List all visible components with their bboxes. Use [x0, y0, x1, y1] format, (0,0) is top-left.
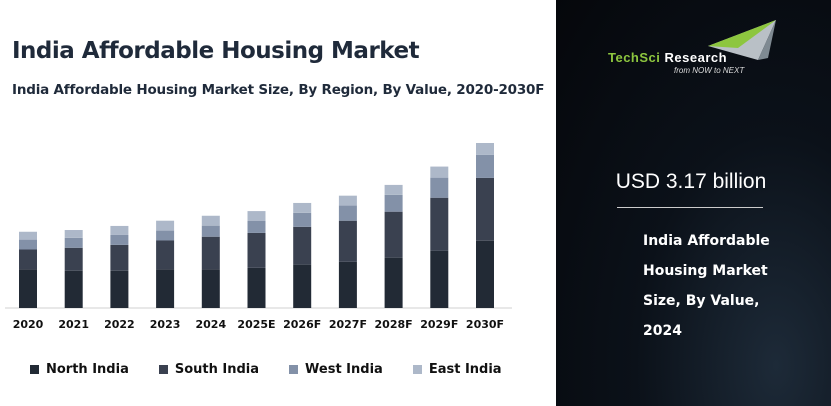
legend-label: North India [46, 362, 129, 377]
legend-swatch [412, 365, 422, 374]
bar-south-india-2022 [110, 244, 129, 271]
bar-east-india-2029F [430, 166, 449, 178]
bar-south-india-2023 [156, 240, 175, 270]
chart-subtitle: India Affordable Housing Market Size, By… [12, 82, 545, 98]
bar-east-india-2021 [64, 230, 83, 238]
x-tick-label: 2026F [283, 318, 321, 331]
bar-south-india-2020 [19, 249, 37, 270]
legend-label: East India [428, 362, 502, 377]
divider [617, 207, 763, 208]
logo-tagline: from NOW to NEXT [674, 66, 745, 75]
bar-west-india-2024 [201, 225, 220, 237]
bar-south-india-2028F [384, 211, 403, 258]
bar-south-india-2026F [293, 226, 312, 265]
bar-south-india-2030F [476, 177, 494, 241]
bar-south-india-2027F [338, 220, 357, 262]
legend-label: South India [174, 362, 260, 377]
bar-west-india-2023 [156, 230, 175, 241]
x-tick-label: 2021 [58, 318, 89, 331]
x-tick-label: 2027F [329, 318, 367, 331]
x-tick-label: 2025E [237, 318, 275, 331]
legend-item: West India [289, 362, 383, 377]
bar-west-india-2030F [476, 154, 494, 178]
legend-label: West India [305, 362, 383, 377]
bar-north-india-2020 [19, 269, 37, 308]
techsci-logo-icon [708, 20, 776, 60]
bar-west-india-2021 [64, 237, 83, 248]
bar-east-india-2020 [19, 231, 37, 240]
bar-east-india-2024 [201, 215, 220, 226]
legend-swatch [289, 365, 299, 374]
bar-west-india-2022 [110, 234, 129, 245]
legend-swatch [30, 365, 39, 374]
bar-west-india-2020 [19, 239, 37, 250]
market-value: USD 3.17 billion [615, 170, 767, 193]
info-panel: TechSci Research from NOW to NEXT USD 3.… [556, 0, 831, 406]
x-tick-label: 2029F [420, 318, 458, 331]
x-tick-label: 2028F [375, 318, 413, 331]
bar-south-india-2029F [430, 197, 449, 251]
legend-item: North India [30, 362, 129, 377]
bar-north-india-2022 [110, 270, 129, 308]
bar-east-india-2028F [384, 184, 403, 195]
bar-east-india-2027F [338, 195, 357, 206]
bar-east-india-2022 [110, 225, 129, 235]
legend-item: South India [158, 362, 260, 377]
bar-north-india-2023 [156, 269, 175, 308]
bar-north-india-2028F [384, 257, 403, 308]
bar-west-india-2029F [430, 177, 449, 198]
legend: North India South India West India East Ind… [30, 362, 502, 377]
bar-north-india-2024 [201, 269, 220, 308]
x-tick-label: 2023 [150, 318, 181, 331]
market-value-description: India Affordable Housing Market Size, By… [643, 233, 770, 339]
bar-east-india-2026F [293, 202, 312, 213]
chart-panel: India Affordable Housing Market India Af… [5, 38, 545, 377]
logo-text: TechSci Research [608, 50, 728, 65]
stacked-bar-chart: 2020 2021 2022 2023 2024 2025E 2026F 2027F 2028F… [5, 143, 512, 331]
bar-north-india-2026F [293, 264, 312, 308]
legend-swatch [158, 365, 168, 374]
page-title: India Affordable Housing Market [12, 38, 420, 64]
x-tick-label: 2020 [13, 318, 44, 331]
bar-west-india-2028F [384, 194, 403, 212]
bar-south-india-2024 [201, 236, 220, 270]
bar-east-india-2025E [247, 211, 266, 221]
bar-east-india-2023 [156, 220, 175, 231]
bar-south-india-2021 [64, 247, 83, 271]
bar-east-india-2030F [476, 143, 494, 155]
legend-item: East India [412, 362, 502, 377]
bar-north-india-2027F [338, 261, 357, 308]
x-tick-label: 2024 [195, 318, 226, 331]
x-tick-label: 2030F [466, 318, 504, 331]
x-tick-label: 2022 [104, 318, 135, 331]
bar-north-india-2021 [64, 270, 83, 308]
bar-west-india-2025E [247, 220, 266, 233]
bar-north-india-2025E [247, 267, 266, 308]
bar-west-india-2027F [338, 205, 357, 221]
bar-west-india-2026F [293, 212, 312, 227]
bar-north-india-2029F [430, 250, 449, 308]
bar-north-india-2030F [476, 240, 494, 308]
bar-south-india-2025E [247, 232, 266, 268]
